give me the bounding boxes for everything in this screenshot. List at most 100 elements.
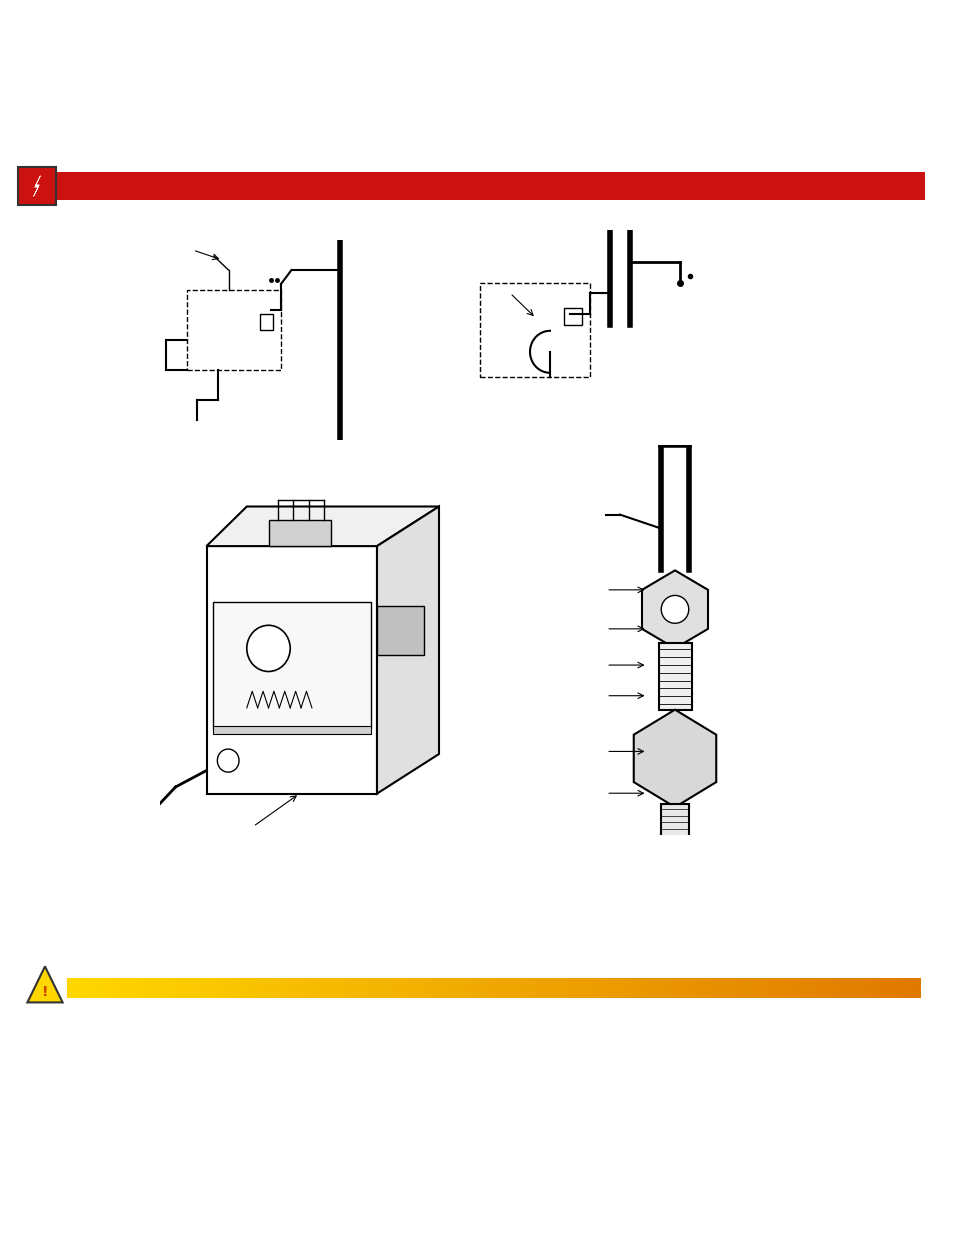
Bar — [686, 978, 693, 998]
Bar — [698, 978, 704, 998]
Bar — [720, 978, 727, 998]
Bar — [300, 978, 306, 998]
Bar — [653, 978, 659, 998]
Bar — [641, 978, 647, 998]
Bar — [766, 978, 772, 998]
Bar — [454, 978, 459, 998]
Bar — [840, 978, 846, 998]
Bar — [902, 978, 909, 998]
Bar — [266, 978, 272, 998]
Bar — [289, 978, 294, 998]
Bar — [465, 978, 471, 998]
Bar — [772, 978, 778, 998]
Bar — [675, 978, 681, 998]
Bar — [294, 978, 300, 998]
Bar — [504, 978, 511, 998]
Bar — [322, 978, 329, 998]
Bar — [414, 978, 419, 998]
Bar — [213, 603, 371, 727]
Bar — [362, 978, 369, 998]
Bar — [213, 726, 371, 734]
Bar — [715, 978, 721, 998]
Bar — [533, 978, 539, 998]
Bar — [479, 283, 589, 377]
Bar — [101, 978, 107, 998]
Bar — [726, 978, 733, 998]
Bar — [192, 978, 198, 998]
Bar — [476, 978, 482, 998]
Bar — [578, 978, 584, 998]
Bar — [563, 308, 581, 325]
Bar — [732, 978, 739, 998]
Bar — [232, 978, 238, 998]
Bar — [743, 978, 750, 998]
Bar — [436, 978, 442, 998]
Bar — [885, 978, 892, 998]
Bar — [510, 978, 517, 998]
Bar — [891, 978, 898, 998]
Bar — [135, 978, 141, 998]
Polygon shape — [376, 506, 438, 794]
Bar — [203, 978, 210, 998]
Bar — [596, 978, 601, 998]
Bar — [206, 546, 376, 794]
Bar — [760, 978, 766, 998]
Bar — [272, 978, 277, 998]
Bar — [254, 978, 260, 998]
Bar — [527, 978, 534, 998]
Bar — [851, 978, 858, 998]
Bar — [789, 978, 795, 998]
Bar — [260, 978, 266, 998]
Bar — [72, 978, 78, 998]
Bar — [174, 978, 181, 998]
Bar — [268, 520, 330, 546]
Bar — [692, 978, 699, 998]
Bar — [90, 978, 95, 998]
Bar — [806, 978, 812, 998]
Bar — [538, 978, 545, 998]
Bar — [778, 978, 783, 998]
Bar — [385, 978, 392, 998]
Bar — [834, 978, 841, 998]
Bar — [425, 978, 431, 998]
Bar — [186, 290, 281, 370]
Bar — [124, 978, 130, 998]
Bar — [419, 978, 425, 998]
Bar — [795, 978, 801, 998]
Text: !: ! — [42, 986, 49, 999]
Bar — [601, 978, 607, 998]
Bar — [186, 978, 193, 998]
Bar — [237, 978, 243, 998]
Bar — [220, 978, 227, 998]
Bar — [829, 978, 835, 998]
Bar — [647, 978, 653, 998]
Bar — [283, 978, 289, 998]
Bar — [801, 978, 806, 998]
Bar — [521, 978, 528, 998]
Bar — [431, 978, 436, 998]
Bar — [328, 978, 335, 998]
Polygon shape — [33, 175, 40, 196]
Bar — [880, 978, 886, 998]
Bar — [52, 172, 924, 200]
Bar — [613, 978, 618, 998]
Bar — [376, 605, 423, 655]
Circle shape — [217, 750, 239, 772]
Bar — [573, 978, 579, 998]
Bar — [157, 978, 164, 998]
Bar — [351, 978, 357, 998]
Bar — [584, 978, 590, 998]
Bar — [374, 978, 380, 998]
Bar — [738, 978, 744, 998]
Bar — [783, 978, 789, 998]
Polygon shape — [641, 571, 707, 648]
Bar — [107, 978, 112, 998]
Bar — [408, 978, 414, 998]
Bar — [618, 978, 624, 998]
Bar — [306, 978, 312, 998]
Bar — [214, 978, 221, 998]
Bar — [680, 978, 687, 998]
Bar — [498, 978, 505, 998]
Bar — [442, 978, 448, 998]
Bar — [317, 978, 323, 998]
